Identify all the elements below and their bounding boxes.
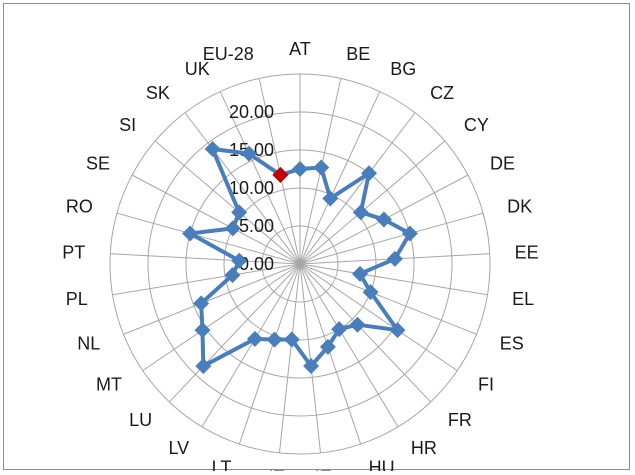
grid-spoke [299, 263, 458, 372]
data-point [349, 316, 366, 333]
data-point [319, 338, 336, 355]
data-point [352, 204, 369, 221]
grid-spoke [123, 263, 301, 335]
category-label: RO [66, 196, 93, 216]
highlight-point [272, 166, 289, 183]
category-label: CY [464, 115, 489, 135]
grid-ring [261, 225, 339, 303]
category-label: BG [390, 59, 416, 79]
data-point [292, 161, 308, 177]
category-label: AT [289, 39, 311, 59]
category-label: CZ [430, 83, 454, 103]
grid-spoke [299, 263, 477, 335]
data-point [322, 190, 339, 207]
grid-ring [185, 149, 415, 379]
grid-spoke [299, 212, 484, 265]
category-label: BE [346, 44, 370, 64]
category-label: DK [507, 196, 532, 216]
data-point [182, 225, 199, 242]
grid-spoke [299, 112, 416, 265]
grid-spoke [299, 263, 399, 428]
data-point [331, 321, 348, 338]
grid-spoke [299, 91, 381, 265]
category-label: EU-28 [203, 44, 254, 64]
data-point [240, 145, 257, 162]
category-label: EE [515, 242, 539, 262]
tick-label: 20.00 [229, 102, 274, 122]
data-point [204, 141, 221, 158]
grid-spoke [142, 263, 301, 372]
data-point [266, 331, 283, 348]
category-label: HU [369, 458, 395, 471]
category-label: LV [168, 438, 189, 458]
data-point [231, 204, 248, 221]
data-point [224, 220, 241, 237]
category-label: IE [315, 468, 332, 471]
grid-ring [223, 187, 377, 341]
grid-spoke [299, 140, 446, 265]
grid-spoke [299, 263, 488, 296]
data-point [389, 322, 406, 339]
series-layer [182, 141, 418, 375]
data-point [360, 165, 377, 182]
category-label: UK [185, 59, 210, 79]
grid-spoke [116, 212, 301, 265]
tick-label: 0.00 [239, 254, 274, 274]
grid-spoke [278, 263, 301, 453]
tick-label: 5.00 [239, 216, 274, 236]
category-label: LT [212, 458, 232, 471]
grid-rings [109, 73, 491, 455]
grid-spoke [168, 263, 301, 403]
data-point [224, 267, 241, 284]
category-label: DE [490, 153, 515, 173]
data-point [362, 284, 379, 301]
category-label: FR [448, 410, 472, 430]
data-point [246, 330, 263, 347]
data-point [351, 265, 368, 282]
grid-ring [109, 73, 491, 455]
category-label: MT [96, 375, 122, 395]
category-label: PT [62, 242, 85, 262]
grid-spokes [110, 74, 490, 453]
data-point [375, 211, 392, 228]
category-label: HR [411, 438, 437, 458]
category-label: NL [77, 334, 100, 354]
data-point [401, 225, 418, 242]
category-label: PL [66, 289, 88, 309]
grid-spoke [201, 263, 301, 428]
category-label: SK [146, 83, 170, 103]
category-label: FI [478, 375, 494, 395]
grid-spoke [131, 174, 301, 265]
category-label: IT [269, 468, 285, 471]
tick-label: 10.00 [229, 178, 274, 198]
grid-spoke [299, 263, 362, 445]
data-point [195, 358, 212, 375]
data-point [303, 357, 320, 374]
grid-spoke [299, 263, 432, 403]
category-label: ES [500, 334, 524, 354]
data-point [313, 159, 330, 176]
grid-spoke [110, 253, 301, 265]
category-label: EL [512, 289, 534, 309]
grid-spoke [184, 112, 301, 265]
grid-spoke [219, 91, 301, 265]
grid-spoke [299, 263, 322, 453]
data-point [386, 250, 403, 267]
data-point [193, 295, 210, 312]
grid-spoke [112, 263, 301, 296]
category-label: SI [119, 115, 136, 135]
grid-spoke [238, 263, 301, 445]
category-label: SE [86, 153, 110, 173]
data-point [194, 322, 211, 339]
grid-ring [147, 111, 453, 417]
category-label: LU [129, 410, 152, 430]
grid-spoke [154, 140, 301, 265]
data-point [283, 331, 300, 348]
